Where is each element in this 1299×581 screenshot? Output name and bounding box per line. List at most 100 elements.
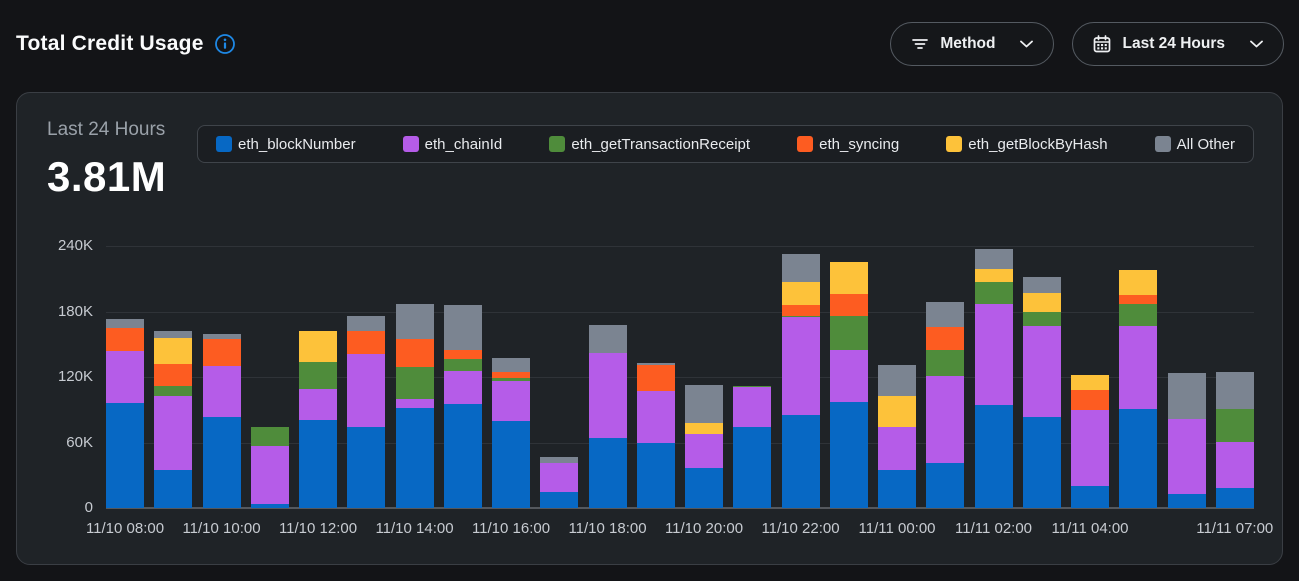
bar-segment-eth-blocknumber[interactable] — [974, 405, 1013, 508]
bar-segment-eth-chainid[interactable] — [636, 391, 675, 443]
bar-segment-eth-chainid[interactable] — [154, 395, 193, 470]
bar-11-10-20-00[interactable] — [685, 384, 723, 508]
bar-segment-all-other[interactable] — [1215, 371, 1254, 409]
bar-segment-eth-blocknumber[interactable] — [636, 442, 675, 508]
bar-segment-all-other[interactable] — [443, 305, 482, 350]
bar-segment-eth-chainid[interactable] — [781, 316, 820, 416]
bar-11-11-01-00[interactable] — [926, 301, 965, 508]
bar-segment-eth-chainid[interactable] — [733, 386, 772, 428]
bar-segment-eth-gettransactionreceipt[interactable] — [395, 367, 434, 399]
bar-segment-eth-syncing[interactable] — [202, 338, 241, 367]
bar-segment-all-other[interactable] — [685, 384, 723, 423]
bar-segment-all-other[interactable] — [202, 334, 241, 339]
bar-segment-all-other[interactable] — [395, 303, 434, 339]
bar-segment-eth-chainid[interactable] — [395, 398, 434, 408]
date-range-dropdown[interactable]: Last 24 Hours — [1072, 22, 1284, 66]
bar-11-10-17-00[interactable] — [540, 456, 579, 508]
bar-segment-all-other[interactable] — [926, 301, 965, 327]
bar-segment-eth-gettransactionreceipt[interactable] — [299, 361, 337, 390]
bar-11-11-03-00[interactable] — [1022, 276, 1061, 508]
bar-segment-eth-chainid[interactable] — [443, 370, 482, 405]
bar-segment-eth-chainid[interactable] — [926, 375, 965, 464]
bar-11-11-05-00[interactable] — [1119, 270, 1158, 508]
bar-segment-eth-gettransactionreceipt[interactable] — [250, 427, 289, 446]
bar-11-10-22-00[interactable] — [781, 253, 820, 508]
bar-segment-eth-chainid[interactable] — [1022, 325, 1061, 418]
bar-segment-eth-blocknumber[interactable] — [395, 407, 434, 508]
bar-segment-eth-gettransactionreceipt[interactable] — [1119, 303, 1158, 326]
legend-item-eth-blocknumber[interactable]: eth_blockNumber — [216, 136, 356, 153]
bar-segment-eth-chainid[interactable] — [202, 366, 241, 418]
bar-segment-eth-syncing[interactable] — [395, 338, 434, 368]
bar-segment-eth-chainid[interactable] — [878, 427, 916, 470]
bar-11-10-09-00[interactable] — [154, 331, 193, 508]
bar-segment-eth-blocknumber[interactable] — [588, 438, 627, 508]
bar-segment-all-other[interactable] — [106, 319, 144, 328]
method-filter-dropdown[interactable]: Method — [890, 22, 1055, 66]
bar-segment-eth-gettransactionreceipt[interactable] — [733, 385, 772, 387]
bar-segment-eth-syncing[interactable] — [492, 371, 530, 379]
bar-segment-eth-blocknumber[interactable] — [733, 427, 772, 508]
bar-segment-eth-blocknumber[interactable] — [878, 469, 916, 508]
bar-segment-eth-gettransactionreceipt[interactable] — [974, 282, 1013, 304]
bar-segment-eth-gettransactionreceipt[interactable] — [926, 349, 965, 376]
bar-segment-eth-chainid[interactable] — [829, 349, 868, 403]
legend-item-all-other[interactable]: All Other — [1154, 136, 1235, 153]
bar-segment-eth-getblockbyhash[interactable] — [974, 269, 1013, 283]
bar-segment-eth-syncing[interactable] — [106, 327, 144, 351]
bar-11-10-14-00[interactable] — [395, 303, 434, 508]
bar-segment-eth-syncing[interactable] — [829, 294, 868, 316]
bar-segment-all-other[interactable] — [878, 364, 916, 396]
bar-11-11-02-00[interactable] — [974, 249, 1013, 508]
bar-11-10-23-00[interactable] — [829, 262, 868, 508]
bar-11-10-21-00[interactable] — [733, 385, 772, 508]
bar-segment-eth-gettransactionreceipt[interactable] — [492, 378, 530, 382]
bar-segment-eth-chainid[interactable] — [1215, 441, 1254, 489]
bar-segment-eth-blocknumber[interactable] — [299, 419, 337, 508]
bar-segment-eth-syncing[interactable] — [926, 326, 965, 350]
bar-segment-all-other[interactable] — [974, 249, 1013, 270]
bar-segment-eth-gettransactionreceipt[interactable] — [154, 385, 193, 396]
bar-segment-all-other[interactable] — [636, 362, 675, 366]
bar-segment-eth-getblockbyhash[interactable] — [299, 331, 337, 362]
bar-segment-eth-getblockbyhash[interactable] — [1071, 374, 1109, 391]
bar-segment-eth-syncing[interactable] — [636, 365, 675, 392]
bar-segment-eth-getblockbyhash[interactable] — [878, 395, 916, 428]
bar-segment-eth-chainid[interactable] — [685, 433, 723, 468]
bar-segment-eth-blocknumber[interactable] — [106, 403, 144, 508]
bar-segment-eth-chainid[interactable] — [588, 352, 627, 439]
bar-segment-eth-chainid[interactable] — [540, 463, 579, 492]
bar-segment-all-other[interactable] — [1167, 372, 1206, 419]
bar-segment-eth-syncing[interactable] — [443, 349, 482, 359]
bar-segment-all-other[interactable] — [588, 324, 627, 353]
bar-segment-all-other[interactable] — [1022, 276, 1061, 293]
bar-11-10-10-00[interactable] — [202, 334, 241, 508]
bar-segment-eth-chainid[interactable] — [1167, 418, 1206, 494]
bar-segment-eth-chainid[interactable] — [250, 445, 289, 504]
bar-segment-eth-syncing[interactable] — [1071, 390, 1109, 410]
bar-segment-eth-blocknumber[interactable] — [926, 463, 965, 508]
bar-segment-eth-chainid[interactable] — [299, 389, 337, 420]
bar-11-10-11-00[interactable] — [250, 427, 289, 508]
legend-item-eth-getblockbyhash[interactable]: eth_getBlockByHash — [946, 136, 1108, 153]
bar-segment-eth-blocknumber[interactable] — [492, 420, 530, 508]
info-icon[interactable] — [214, 33, 236, 55]
bar-segment-eth-syncing[interactable] — [1119, 295, 1158, 304]
bar-segment-all-other[interactable] — [347, 315, 386, 332]
bar-segment-eth-chainid[interactable] — [1119, 325, 1158, 409]
bar-segment-eth-syncing[interactable] — [347, 331, 386, 355]
bar-segment-eth-gettransactionreceipt[interactable] — [781, 315, 820, 317]
bar-11-10-15-00[interactable] — [443, 305, 482, 508]
bar-segment-all-other[interactable] — [492, 358, 530, 372]
bar-segment-eth-blocknumber[interactable] — [250, 503, 289, 508]
bar-segment-eth-gettransactionreceipt[interactable] — [443, 358, 482, 371]
legend-item-eth-syncing[interactable]: eth_syncing — [797, 136, 899, 153]
bar-segment-eth-blocknumber[interactable] — [1071, 486, 1109, 508]
bar-segment-eth-blocknumber[interactable] — [1215, 488, 1254, 508]
bar-11-11-06-00[interactable] — [1167, 372, 1206, 508]
bar-segment-eth-getblockbyhash[interactable] — [685, 422, 723, 434]
bar-segment-eth-getblockbyhash[interactable] — [1022, 292, 1061, 312]
bar-11-10-19-00[interactable] — [636, 362, 675, 508]
bar-segment-eth-blocknumber[interactable] — [443, 404, 482, 508]
bar-segment-eth-getblockbyhash[interactable] — [829, 262, 868, 295]
